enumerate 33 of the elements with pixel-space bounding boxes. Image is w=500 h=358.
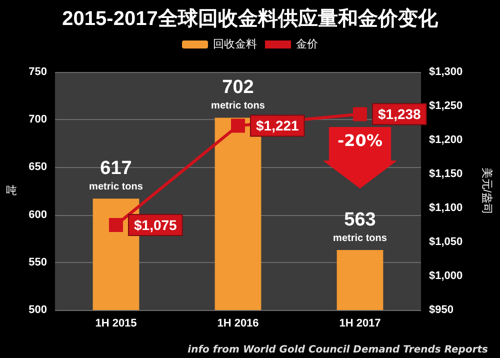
text: info from World Gold Council Demand Trends Reports bbox=[188, 344, 488, 356]
y2-tick-label: $1,300 bbox=[429, 66, 463, 78]
legend-label: 金价 bbox=[296, 38, 318, 50]
y-tick-label: 700 bbox=[28, 114, 47, 126]
data-label: $1,075 bbox=[134, 217, 178, 233]
y2-tick-label: $1,050 bbox=[429, 236, 463, 248]
x-tick-label: 1H 2015 bbox=[95, 318, 137, 330]
data-label: 617 metric tons bbox=[89, 158, 144, 193]
point bbox=[109, 218, 123, 232]
point bbox=[353, 107, 367, 122]
point bbox=[231, 118, 245, 133]
data-label: 563 metric tons bbox=[333, 210, 388, 244]
y2-tick-label: $1,150 bbox=[429, 168, 463, 180]
y-tick-label: 750 bbox=[28, 66, 47, 78]
y-tick-label: 650 bbox=[28, 161, 47, 174]
y-axis-title: 吨 bbox=[6, 184, 17, 197]
annotation: -20% bbox=[332, 130, 388, 150]
data-label: $1,238 bbox=[378, 106, 422, 122]
y2-tick-label: $1,000 bbox=[429, 270, 463, 282]
legend-label: 回收金料 bbox=[213, 38, 257, 50]
data-label: 702 metric tons bbox=[211, 77, 266, 112]
y2-tick-label: $1,200 bbox=[429, 134, 463, 146]
y2-tick-label: $950 bbox=[429, 304, 454, 316]
y2-axis-title: 美元/盎司 bbox=[480, 167, 494, 215]
y-tick-label: 550 bbox=[28, 256, 47, 268]
x-tick-label: 1H 2016 bbox=[217, 318, 259, 330]
y-tick-label: 500 bbox=[28, 304, 47, 316]
y-tick-label: 600 bbox=[28, 208, 47, 221]
chart-title: 2015-2017全球回收金料供应量和金价变化 bbox=[62, 7, 439, 30]
y2-tick-label: $1,250 bbox=[429, 100, 463, 112]
y2-tick-label: $1,100 bbox=[429, 202, 463, 214]
data-label: $1,221 bbox=[256, 118, 300, 134]
x-tick-label: 1H 2017 bbox=[339, 318, 381, 330]
